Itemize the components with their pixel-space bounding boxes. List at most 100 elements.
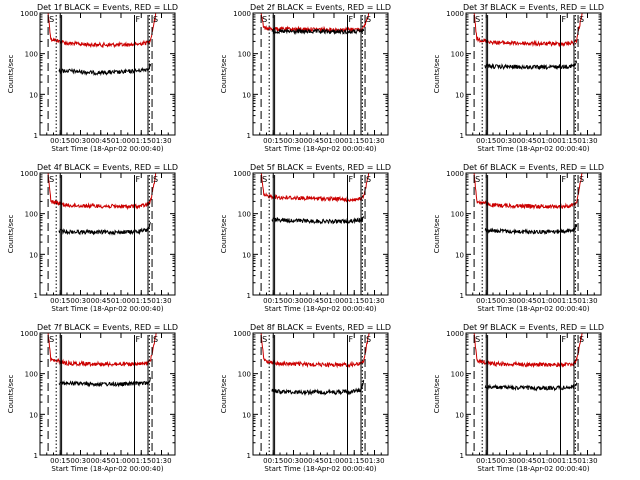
panel-det-8: Det 8f BLACK = Events, RED = LLD S F S 1 10 10… bbox=[220, 323, 391, 473]
y-axis-label: Counts/sec bbox=[433, 55, 441, 94]
panel-title: Det 4f BLACK = Events, RED = LLD bbox=[37, 163, 178, 172]
time-marker-label: S bbox=[579, 15, 584, 24]
x-tick-label: 00:30 bbox=[496, 457, 516, 465]
x-tick-label: 01:15 bbox=[131, 137, 151, 145]
panel-det-2: Det 2f BLACK = Events, RED = LLD S F S 1 10 10… bbox=[220, 3, 391, 153]
x-tick-label: 01:30 bbox=[577, 457, 597, 465]
x-axis-label: Start Time (18-Apr-02 00:00:40) bbox=[477, 465, 589, 473]
x-tick-label: 00:30 bbox=[70, 137, 90, 145]
y-tick-label: 100 bbox=[451, 211, 464, 219]
x-tick-label: 00:45 bbox=[304, 297, 324, 305]
time-marker-label: F bbox=[136, 175, 141, 184]
y-tick-label: 1000 bbox=[446, 170, 464, 178]
y-axis-label: Counts/sec bbox=[7, 375, 15, 414]
y-tick-label: 1000 bbox=[233, 10, 251, 18]
y-axis-label: Counts/sec bbox=[7, 215, 15, 254]
series-line-events-black bbox=[58, 62, 152, 77]
x-axis-label: Start Time (18-Apr-02 00:00:40) bbox=[51, 145, 163, 153]
y-tick-label: 1 bbox=[34, 132, 38, 140]
time-marker-label: S bbox=[49, 335, 54, 344]
time-marker-label: S bbox=[475, 15, 480, 24]
x-tick-label: 01:15 bbox=[557, 137, 577, 145]
time-marker-label: S bbox=[366, 15, 371, 24]
x-axis-label: Start Time (18-Apr-02 00:00:40) bbox=[477, 145, 589, 153]
x-axis-label: Start Time (18-Apr-02 00:00:40) bbox=[477, 305, 589, 313]
panel-title: Det 3f BLACK = Events, RED = LLD bbox=[463, 3, 604, 12]
x-tick-label: 00:45 bbox=[304, 457, 324, 465]
x-tick-label: 00:15 bbox=[50, 457, 70, 465]
series-line-lld-red bbox=[253, 12, 388, 33]
x-tick-label: 01:15 bbox=[344, 297, 364, 305]
x-tick-label: 01:00 bbox=[324, 297, 344, 305]
panel-title: Det 1f BLACK = Events, RED = LLD bbox=[37, 3, 178, 12]
x-tick-label: 01:00 bbox=[537, 137, 557, 145]
x-tick-label: 00:15 bbox=[50, 137, 70, 145]
x-tick-label: 01:00 bbox=[111, 457, 131, 465]
y-tick-label: 1 bbox=[460, 132, 464, 140]
series-line-events-black bbox=[271, 27, 365, 36]
y-tick-label: 100 bbox=[25, 51, 38, 59]
x-tick-label: 01:15 bbox=[131, 297, 151, 305]
y-tick-label: 100 bbox=[238, 371, 251, 379]
y-tick-label: 100 bbox=[25, 371, 38, 379]
y-axis-label: Counts/sec bbox=[7, 55, 15, 94]
y-tick-label: 10 bbox=[242, 411, 251, 419]
series-line-events-black bbox=[271, 379, 365, 397]
x-axis-label: Start Time (18-Apr-02 00:00:40) bbox=[51, 465, 163, 473]
y-tick-label: 1 bbox=[247, 292, 251, 300]
x-tick-label: 01:00 bbox=[111, 137, 131, 145]
x-tick-label: 00:15 bbox=[50, 297, 70, 305]
y-tick-label: 1 bbox=[247, 132, 251, 140]
y-tick-label: 10 bbox=[242, 91, 251, 99]
y-tick-label: 10 bbox=[29, 91, 38, 99]
x-tick-label: 00:45 bbox=[517, 137, 537, 145]
x-tick-label: 00:15 bbox=[263, 297, 283, 305]
x-tick-label: 00:15 bbox=[476, 297, 496, 305]
x-tick-label: 00:45 bbox=[91, 137, 111, 145]
y-tick-label: 1000 bbox=[233, 330, 251, 338]
series-line-events-black bbox=[484, 59, 578, 71]
time-marker-label: F bbox=[562, 15, 567, 24]
panel-det-1: Det 1f BLACK = Events, RED = LLD S F S 1 10 10… bbox=[7, 3, 178, 153]
y-tick-label: 10 bbox=[29, 251, 38, 259]
y-tick-label: 1 bbox=[460, 452, 464, 460]
time-marker-label: F bbox=[136, 335, 141, 344]
x-axis-label: Start Time (18-Apr-02 00:00:40) bbox=[264, 465, 376, 473]
panel-title: Det 5f BLACK = Events, RED = LLD bbox=[250, 163, 391, 172]
time-marker-label: F bbox=[136, 15, 141, 24]
time-marker-label: S bbox=[366, 335, 371, 344]
x-tick-label: 00:15 bbox=[263, 457, 283, 465]
y-tick-label: 100 bbox=[238, 211, 251, 219]
y-tick-label: 1000 bbox=[20, 170, 38, 178]
series-line-events-black bbox=[58, 376, 152, 388]
x-tick-label: 01:30 bbox=[151, 137, 171, 145]
y-tick-label: 1 bbox=[247, 452, 251, 460]
y-tick-label: 1000 bbox=[20, 330, 38, 338]
y-tick-label: 100 bbox=[451, 51, 464, 59]
x-tick-label: 01:30 bbox=[364, 457, 384, 465]
y-axis-label: Counts/sec bbox=[220, 55, 228, 94]
series-line-events-black bbox=[484, 224, 578, 236]
x-tick-label: 00:30 bbox=[283, 297, 303, 305]
x-tick-label: 01:00 bbox=[324, 457, 344, 465]
x-tick-label: 00:45 bbox=[91, 457, 111, 465]
time-marker-label: F bbox=[349, 15, 354, 24]
x-tick-label: 01:00 bbox=[111, 297, 131, 305]
x-tick-label: 01:00 bbox=[537, 297, 557, 305]
x-tick-label: 01:15 bbox=[344, 137, 364, 145]
time-marker-label: S bbox=[579, 335, 584, 344]
x-tick-label: 01:15 bbox=[557, 297, 577, 305]
y-tick-label: 10 bbox=[455, 91, 464, 99]
time-marker-label: S bbox=[475, 335, 480, 344]
series-line-events-black bbox=[271, 215, 365, 225]
x-tick-label: 00:15 bbox=[476, 457, 496, 465]
x-tick-label: 00:45 bbox=[517, 297, 537, 305]
x-tick-label: 01:15 bbox=[131, 457, 151, 465]
y-tick-label: 100 bbox=[25, 211, 38, 219]
y-tick-label: 1 bbox=[34, 452, 38, 460]
panel-det-7: Det 7f BLACK = Events, RED = LLD S F S 1 10 10… bbox=[7, 323, 178, 473]
x-axis-label: Start Time (18-Apr-02 00:00:40) bbox=[264, 305, 376, 313]
x-tick-label: 01:15 bbox=[557, 457, 577, 465]
y-tick-label: 100 bbox=[451, 371, 464, 379]
x-tick-label: 00:45 bbox=[91, 297, 111, 305]
